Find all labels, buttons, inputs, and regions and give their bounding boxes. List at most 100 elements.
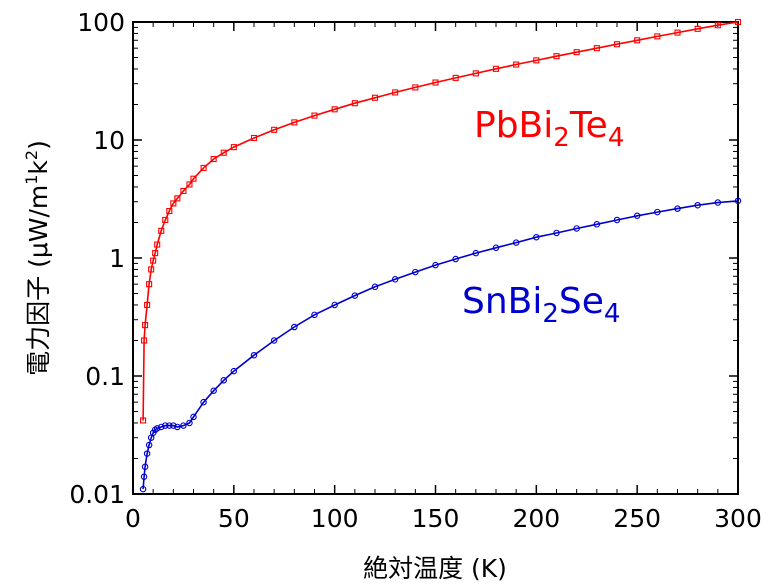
data-point-snbi2se4 (153, 425, 161, 432)
data-point-pbbi2te4 (170, 200, 177, 207)
data-point-snbi2se4 (533, 233, 540, 241)
data-point-snbi2se4 (412, 268, 419, 276)
data-point-snbi2se4 (331, 301, 338, 309)
data-point-pbbi2te4 (230, 144, 237, 151)
data-point-snbi2se4 (186, 419, 193, 427)
data-point-pbbi2te4 (432, 79, 439, 86)
data-point-pbbi2te4 (452, 74, 459, 81)
series-line-pbbi2te4 (142, 21, 739, 421)
data-point-pbbi2te4 (674, 29, 681, 36)
y-tick-label: 100 (77, 8, 125, 37)
x-tick-label: 150 (412, 504, 460, 533)
data-point-pbbi2te4 (472, 70, 479, 77)
data-point-pbbi2te4 (146, 281, 153, 288)
data-point-pbbi2te4 (513, 61, 520, 68)
x-tick-label: 300 (714, 504, 762, 533)
series-layer (139, 18, 742, 493)
data-point-snbi2se4 (311, 311, 318, 319)
data-point-pbbi2te4 (210, 155, 217, 163)
data-point-pbbi2te4 (220, 149, 227, 156)
data-point-pbbi2te4 (291, 119, 298, 126)
data-point-snbi2se4 (553, 229, 560, 237)
data-point-pbbi2te4 (694, 25, 701, 32)
data-point-snbi2se4 (140, 473, 148, 481)
data-point-pbbi2te4 (634, 37, 641, 44)
data-point-pbbi2te4 (158, 227, 165, 234)
y-axis-title: 電力因子 (μW/m1k2) (22, 140, 53, 376)
data-point-pbbi2te4 (148, 266, 155, 273)
data-point-snbi2se4 (220, 377, 228, 384)
data-point-pbbi2te4 (200, 164, 207, 171)
data-point-pbbi2te4 (180, 187, 187, 195)
data-point-pbbi2te4 (271, 126, 278, 133)
x-axis-title: 絶対温度 (K) (363, 554, 507, 583)
data-point-pbbi2te4 (351, 100, 358, 107)
data-point-snbi2se4 (472, 249, 480, 257)
data-point-snbi2se4 (180, 422, 187, 429)
data-point-snbi2se4 (734, 197, 742, 205)
x-tick-label: 250 (613, 504, 661, 533)
data-point-pbbi2te4 (533, 57, 540, 64)
data-point-pbbi2te4 (250, 134, 258, 142)
data-point-pbbi2te4 (573, 49, 580, 56)
plot-frame (132, 21, 739, 495)
data-point-snbi2se4 (291, 323, 298, 331)
data-point-snbi2se4 (139, 485, 147, 493)
data-point-snbi2se4 (166, 422, 173, 429)
data-point-pbbi2te4 (140, 417, 147, 424)
y-tick-label: 10 (93, 126, 125, 155)
data-point-snbi2se4 (633, 212, 641, 220)
x-tick-label: 0 (125, 504, 141, 533)
data-point-snbi2se4 (573, 225, 580, 232)
data-point-snbi2se4 (492, 244, 500, 252)
data-point-pbbi2te4 (154, 241, 161, 248)
data-point-snbi2se4 (452, 255, 459, 263)
data-point-snbi2se4 (694, 201, 701, 209)
data-point-pbbi2te4 (150, 257, 157, 264)
y-tick-labels: 0.01 0.1 1 10 100 (69, 8, 125, 509)
data-point-pbbi2te4 (190, 175, 197, 182)
series-label-pbbi2te4: PbBi2Te4 (474, 105, 624, 153)
data-point-snbi2se4 (371, 283, 379, 291)
data-point-snbi2se4 (613, 216, 621, 224)
data-point-pbbi2te4 (331, 106, 338, 113)
data-point-snbi2se4 (432, 261, 439, 269)
major-ticks (132, 21, 739, 495)
data-point-snbi2se4 (512, 239, 520, 246)
data-point-pbbi2te4 (186, 181, 193, 188)
data-point-snbi2se4 (170, 422, 177, 429)
data-point-pbbi2te4 (152, 250, 159, 257)
data-point-snbi2se4 (141, 463, 149, 471)
data-point-snbi2se4 (270, 337, 278, 344)
series-label-snbi2se4: SnBi2Se4 (462, 281, 620, 329)
data-point-snbi2se4 (674, 205, 681, 212)
data-point-pbbi2te4 (392, 89, 399, 96)
y-tick-label: 1 (109, 244, 125, 273)
data-point-pbbi2te4 (162, 216, 169, 224)
data-point-snbi2se4 (174, 423, 181, 431)
data-point-snbi2se4 (162, 422, 169, 429)
data-point-pbbi2te4 (371, 94, 379, 101)
data-point-snbi2se4 (351, 292, 359, 299)
series-line-snbi2se4 (142, 200, 739, 490)
data-point-snbi2se4 (230, 367, 238, 375)
data-point-pbbi2te4 (144, 301, 151, 309)
data-point-pbbi2te4 (141, 337, 148, 344)
data-point-snbi2se4 (157, 423, 165, 431)
data-point-snbi2se4 (200, 398, 207, 406)
data-point-pbbi2te4 (734, 18, 742, 26)
x-tick-label: 200 (512, 504, 560, 533)
data-point-snbi2se4 (190, 413, 197, 421)
data-point-pbbi2te4 (593, 45, 600, 52)
data-point-pbbi2te4 (412, 84, 419, 91)
y-tick-label: 0.01 (69, 480, 125, 509)
data-point-snbi2se4 (391, 276, 399, 283)
data-point-pbbi2te4 (166, 207, 173, 215)
data-point-snbi2se4 (145, 441, 153, 449)
data-point-pbbi2te4 (613, 41, 621, 48)
data-point-pbbi2te4 (142, 322, 149, 329)
data-point-pbbi2te4 (714, 22, 721, 29)
x-tick-labels: 0 50 100 150 200 250 300 (125, 504, 762, 533)
data-point-snbi2se4 (250, 351, 258, 359)
